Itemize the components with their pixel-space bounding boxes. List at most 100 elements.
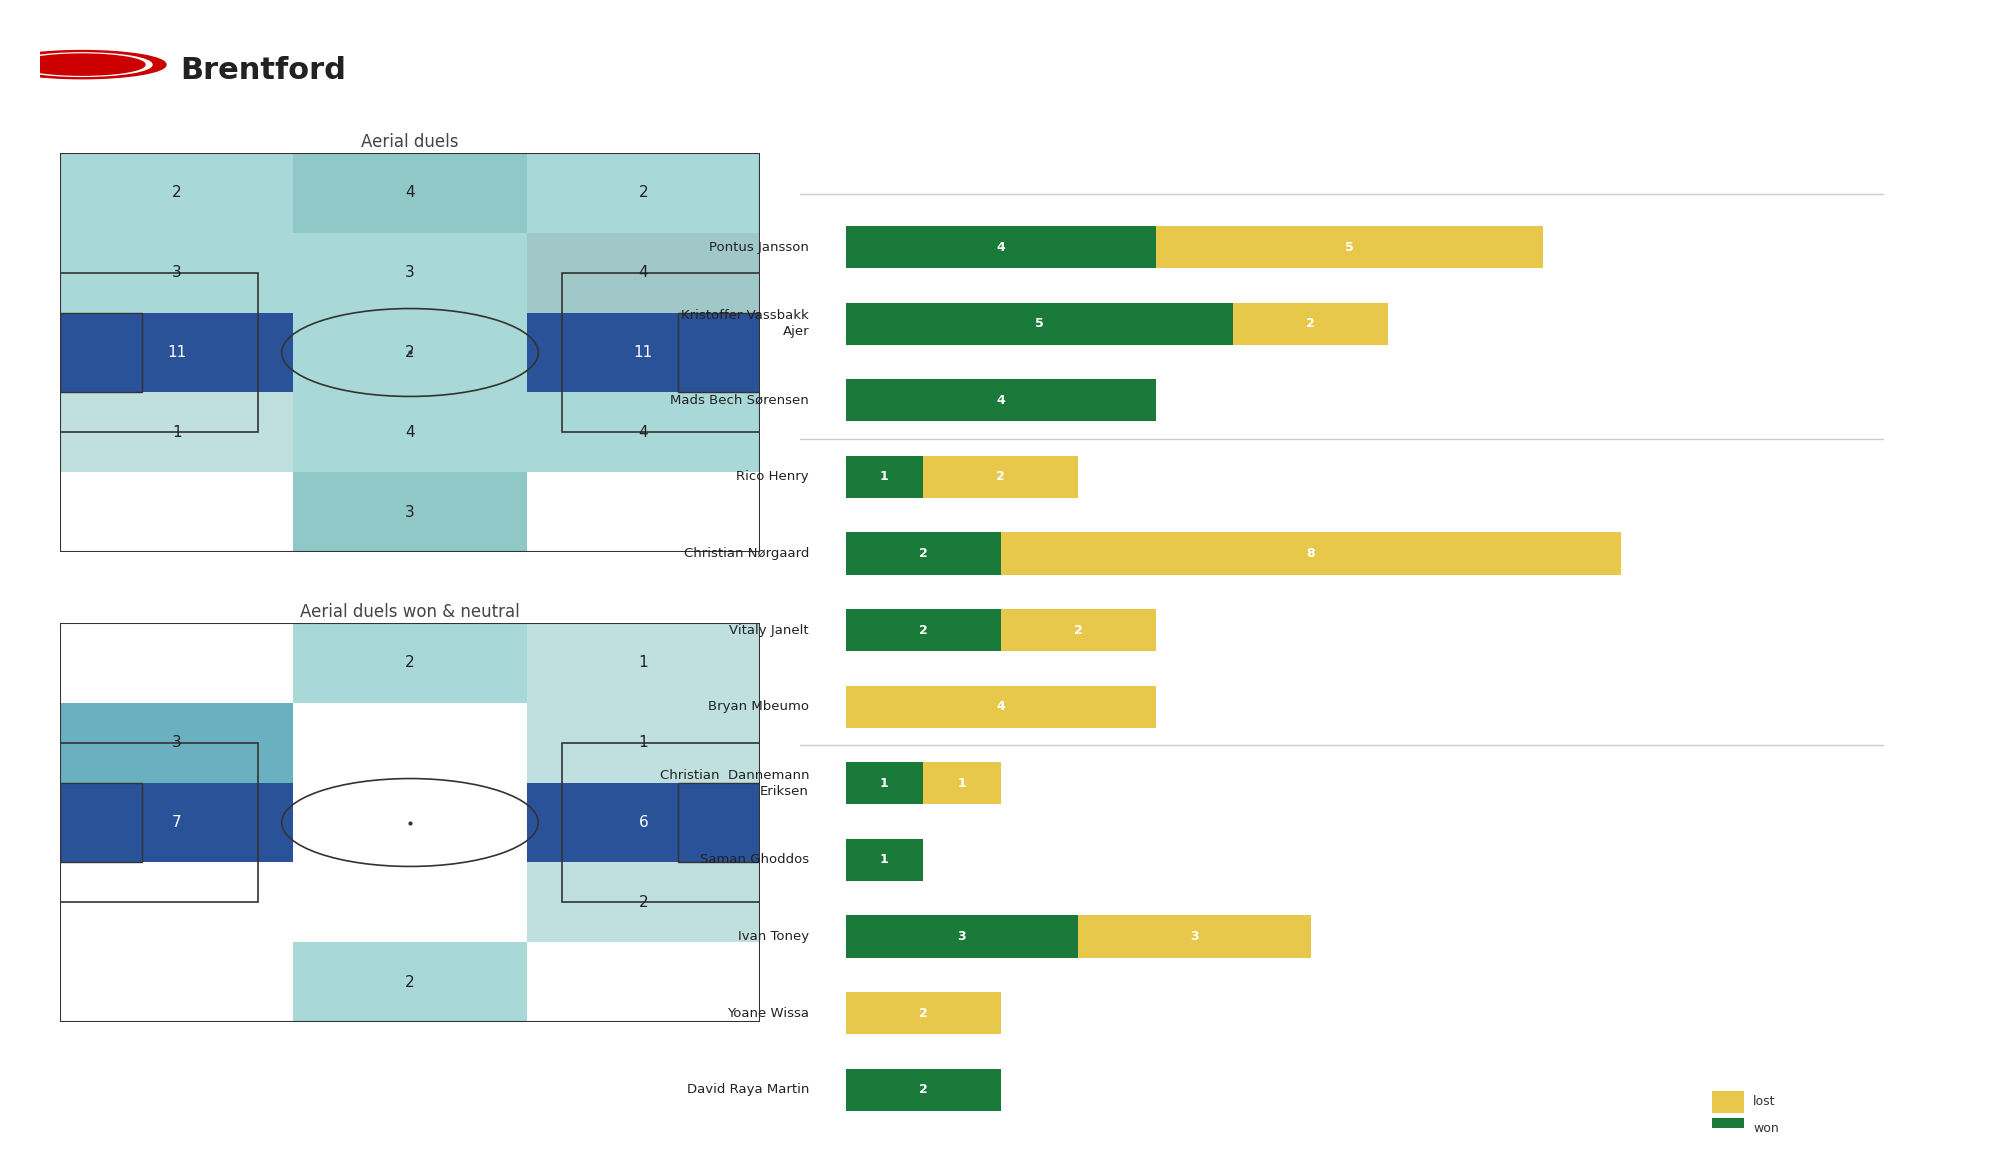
Bar (562, 273, 760, 432)
Bar (846, 686, 1156, 727)
Text: David Raya Martin: David Raya Martin (686, 1083, 810, 1096)
Text: 4: 4 (996, 394, 1006, 407)
Text: 4: 4 (996, 241, 1006, 254)
Bar (60, 743, 258, 902)
Text: 2: 2 (406, 345, 414, 360)
Bar (294, 313, 526, 392)
Text: Yoane Wissa: Yoane Wissa (728, 1007, 810, 1020)
Text: 7: 7 (172, 815, 182, 830)
Bar (60, 703, 294, 783)
Text: 4: 4 (406, 186, 414, 200)
Text: Ivan Toney: Ivan Toney (738, 931, 810, 944)
Text: 3: 3 (406, 266, 414, 280)
Bar (846, 380, 1156, 422)
Bar (60, 233, 294, 313)
Text: 1: 1 (880, 777, 888, 790)
Bar (678, 313, 760, 392)
Text: 2: 2 (638, 186, 648, 200)
Bar (60, 313, 294, 392)
Circle shape (12, 53, 152, 76)
Text: 1: 1 (638, 656, 648, 670)
Text: Vitaly Janelt: Vitaly Janelt (730, 624, 810, 637)
Bar (846, 915, 1078, 958)
Text: Pontus Jansson: Pontus Jansson (710, 241, 810, 254)
Bar (60, 273, 258, 432)
Bar (846, 456, 924, 498)
Text: Brentford: Brentford (180, 56, 346, 85)
Text: 3: 3 (172, 266, 182, 280)
Text: 5: 5 (1346, 241, 1354, 254)
Text: 2: 2 (172, 186, 182, 200)
Bar (846, 763, 924, 805)
Text: 3: 3 (958, 931, 966, 944)
Text: 5: 5 (1036, 317, 1044, 330)
Text: 6: 6 (638, 815, 648, 830)
Text: 1: 1 (172, 425, 182, 439)
Bar (526, 313, 760, 392)
Text: 3: 3 (406, 505, 414, 519)
Bar (678, 783, 760, 862)
Bar (526, 703, 760, 783)
Bar (846, 303, 1234, 344)
Bar (1000, 532, 1620, 575)
Text: 8: 8 (1306, 548, 1316, 560)
Bar (1000, 609, 1156, 651)
Bar (1712, 1119, 1744, 1140)
Bar (846, 532, 1000, 575)
Bar (846, 609, 1000, 651)
Text: 4: 4 (638, 266, 648, 280)
Bar (1156, 226, 1544, 268)
Text: Rico Henry: Rico Henry (736, 470, 810, 483)
Bar (526, 153, 760, 233)
Text: won: won (1754, 1122, 1778, 1135)
Bar (526, 623, 760, 703)
Text: Kristoffer Vassbakk
Ajer: Kristoffer Vassbakk Ajer (682, 309, 810, 338)
Text: 2: 2 (996, 470, 1006, 483)
Text: 2: 2 (1306, 317, 1316, 330)
Bar (60, 783, 142, 862)
Bar (526, 783, 760, 862)
Bar (60, 313, 142, 392)
Bar (924, 456, 1078, 498)
Bar (60, 392, 294, 472)
Bar (60, 783, 294, 862)
Bar (846, 992, 1000, 1034)
Bar (924, 763, 1000, 805)
Bar (526, 233, 760, 313)
Bar (294, 942, 526, 1022)
Text: 4: 4 (406, 425, 414, 439)
Bar (562, 743, 760, 902)
Text: lost: lost (1754, 1095, 1776, 1108)
Text: 2: 2 (638, 895, 648, 909)
Bar (846, 226, 1156, 268)
Bar (294, 472, 526, 552)
Text: 1: 1 (958, 777, 966, 790)
Text: 11: 11 (168, 345, 186, 360)
Bar (294, 233, 526, 313)
Bar (846, 1068, 1000, 1110)
Title: Aerial duels: Aerial duels (362, 133, 458, 152)
Bar (294, 153, 526, 233)
Bar (846, 839, 924, 881)
Text: 4: 4 (638, 425, 648, 439)
Text: 3: 3 (1190, 931, 1198, 944)
Text: 2: 2 (406, 975, 414, 989)
Text: Christian  Dannemann
Eriksen: Christian Dannemann Eriksen (660, 768, 810, 798)
Bar (294, 392, 526, 472)
Text: 11: 11 (634, 345, 652, 360)
Bar (526, 392, 760, 472)
Bar (1712, 1092, 1744, 1113)
Circle shape (20, 54, 144, 75)
Text: 4: 4 (996, 700, 1006, 713)
Circle shape (0, 51, 166, 79)
Text: 3: 3 (172, 736, 182, 750)
Text: Bryan Mbeumo: Bryan Mbeumo (708, 700, 810, 713)
Text: Christian Nørgaard: Christian Nørgaard (684, 548, 810, 560)
Text: 2: 2 (918, 1007, 928, 1020)
Text: 2: 2 (918, 1083, 928, 1096)
Bar (526, 862, 760, 942)
Text: 2: 2 (406, 656, 414, 670)
Title: Aerial duels won & neutral: Aerial duels won & neutral (300, 603, 520, 622)
Text: Mads Bech Sørensen: Mads Bech Sørensen (670, 394, 810, 407)
Text: 2: 2 (1074, 624, 1082, 637)
